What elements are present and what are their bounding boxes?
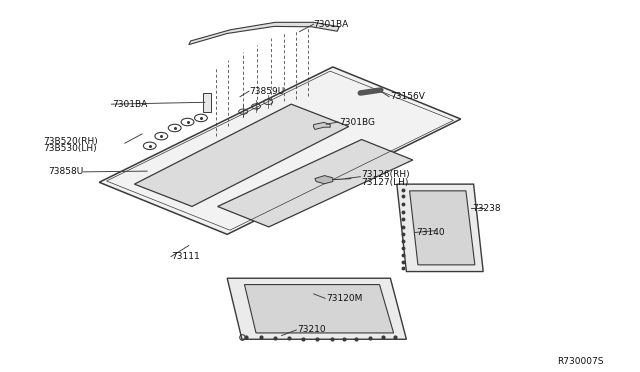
Text: R730007S: R730007S	[557, 357, 604, 366]
Text: 7301BG: 7301BG	[339, 118, 375, 126]
Polygon shape	[315, 176, 333, 184]
Text: 73858U: 73858U	[48, 167, 83, 176]
Bar	[203, 93, 211, 112]
Text: 73140: 73140	[416, 228, 445, 237]
Polygon shape	[99, 67, 461, 234]
Text: 73859U: 73859U	[250, 87, 285, 96]
Text: 73B530(LH): 73B530(LH)	[44, 144, 97, 153]
Text: 73126(RH): 73126(RH)	[362, 170, 410, 179]
Text: 73B520(RH): 73B520(RH)	[44, 137, 99, 146]
Text: 73120M: 73120M	[326, 294, 363, 303]
Polygon shape	[189, 22, 339, 45]
Polygon shape	[397, 184, 483, 272]
Polygon shape	[218, 140, 413, 227]
Text: 73127(LH): 73127(LH)	[362, 178, 409, 187]
Text: 73210: 73210	[298, 326, 326, 334]
Polygon shape	[410, 191, 475, 265]
Text: 7301BA: 7301BA	[314, 20, 349, 29]
Polygon shape	[134, 104, 349, 206]
Text: 73111: 73111	[172, 252, 200, 261]
Polygon shape	[227, 278, 406, 339]
Text: 73238: 73238	[472, 204, 501, 213]
Polygon shape	[244, 285, 394, 333]
Text: 73156V: 73156V	[390, 92, 425, 101]
Polygon shape	[314, 122, 330, 129]
Text: 7301BA: 7301BA	[112, 100, 147, 109]
